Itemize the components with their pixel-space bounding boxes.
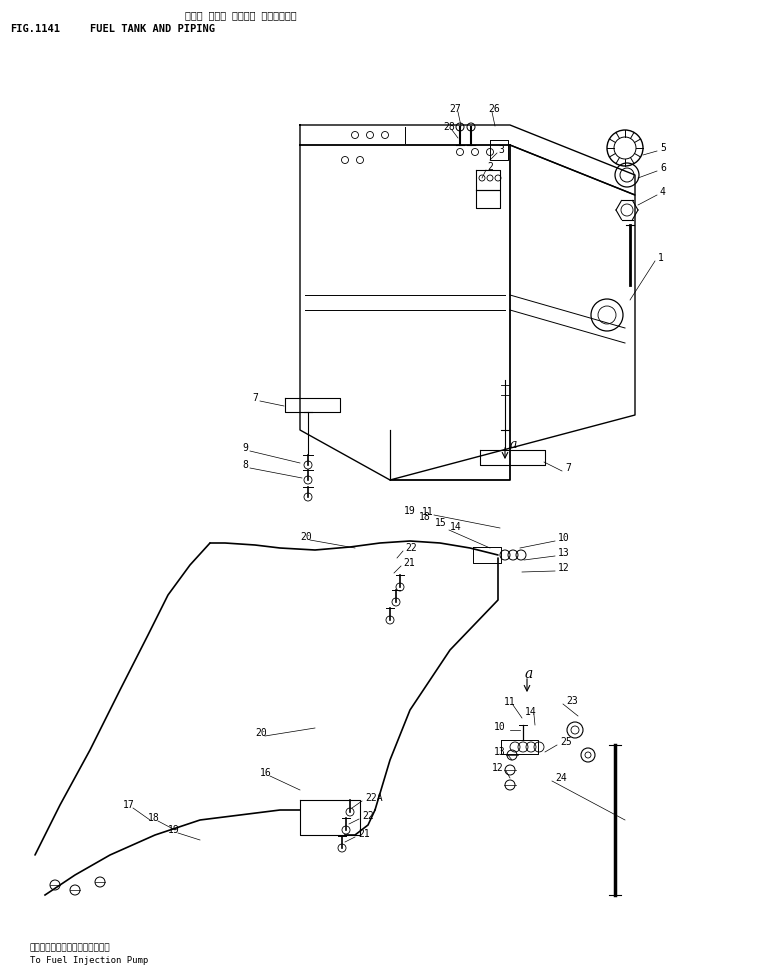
Text: 22: 22 [405,543,417,553]
Text: 21: 21 [358,829,370,839]
Text: FIG.1141: FIG.1141 [10,24,60,34]
Text: 7: 7 [565,463,571,473]
Text: FUEL TANK AND PIPING: FUEL TANK AND PIPING [90,24,215,34]
Text: 20: 20 [300,532,312,542]
Text: フェル タンク オヨビ・ パイピング・: フェル タンク オヨビ・ パイピング・ [185,10,296,20]
Text: 20: 20 [255,728,267,738]
Text: 13: 13 [494,747,506,757]
Text: 18: 18 [148,813,160,823]
Text: 19: 19 [404,506,416,516]
Text: 6: 6 [660,163,666,173]
Text: 11: 11 [504,697,516,707]
Text: 2: 2 [487,162,493,172]
Text: 9: 9 [242,443,248,453]
Text: 21: 21 [403,558,415,568]
Text: 17: 17 [123,800,135,810]
Text: 16: 16 [260,768,272,778]
Text: 19: 19 [168,825,180,835]
Text: a: a [510,438,517,451]
Text: 28: 28 [443,122,455,132]
Circle shape [467,123,475,131]
Text: 27: 27 [449,104,461,114]
Text: To Fuel Injection Pump: To Fuel Injection Pump [30,956,149,965]
Text: 12: 12 [492,763,504,773]
Text: 10: 10 [494,722,506,732]
Text: 4: 4 [660,187,666,197]
Text: 5: 5 [660,143,666,153]
Text: 12: 12 [558,563,570,573]
Text: 15: 15 [435,518,447,528]
Text: 7: 7 [252,393,258,403]
Text: 3: 3 [498,145,504,155]
Text: 14: 14 [525,707,536,717]
Text: 25: 25 [560,737,572,747]
Text: 10: 10 [558,533,570,543]
Text: 8: 8 [242,460,248,470]
Text: 1: 1 [658,253,664,263]
Text: 23: 23 [566,696,578,706]
Text: 22A: 22A [365,793,383,803]
Text: 24: 24 [555,773,567,783]
Text: 22: 22 [362,811,373,821]
Circle shape [456,123,464,131]
Text: 14: 14 [450,522,462,532]
Text: 18: 18 [419,512,431,522]
Text: a: a [525,667,533,681]
Text: フェルインジェクションポンプへ: フェルインジェクションポンプへ [30,943,110,952]
Text: 11: 11 [422,507,434,517]
Text: 26: 26 [488,104,500,114]
Text: 13: 13 [558,548,570,558]
